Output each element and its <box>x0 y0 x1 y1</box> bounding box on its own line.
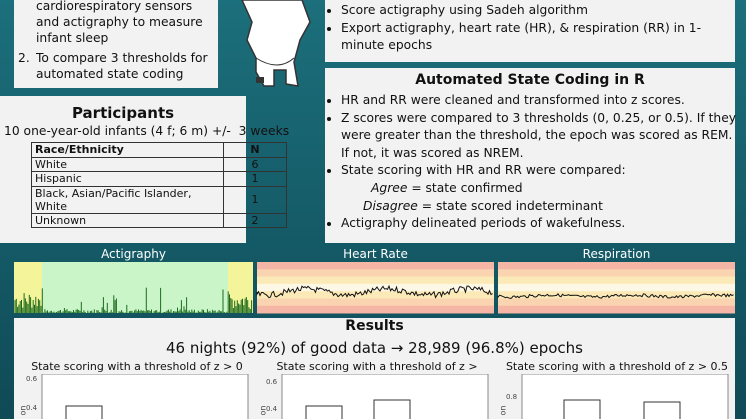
y-axis-label: on <box>498 405 508 416</box>
band <box>257 276 494 285</box>
line: automated state coding <box>36 67 184 81</box>
strip-label: Heart Rate <box>343 247 408 261</box>
infant-figure <box>241 0 311 87</box>
band <box>257 262 494 270</box>
box <box>643 401 681 419</box>
header-cell: N <box>222 142 288 158</box>
cell: Black, Asian/Pacific Islander, White <box>31 185 224 214</box>
cell: 2 <box>222 212 288 228</box>
term: Agree <box>371 180 408 195</box>
y-axis-label: on <box>258 405 268 416</box>
row: Black, Asian/Pacific Islander, White 1 <box>31 185 288 214</box>
bullet: Actigraphy delineated periods of wakeful… <box>341 215 737 233</box>
objective-1: cardiorespiratory sensors and actigraphy… <box>36 0 203 46</box>
box <box>65 405 103 419</box>
y-tick-label: 0.6 <box>266 378 278 386</box>
y-tick-label: 0.8 <box>506 393 518 401</box>
line: To compare 3 thresholds for <box>36 51 208 65</box>
strip-label: Respiration <box>582 247 651 261</box>
participants-table: Race/Ethnicity N White 6 Hispanic 1 Black, Asi… <box>31 142 288 228</box>
band <box>257 298 494 307</box>
cell: White <box>31 156 224 172</box>
cell: 1 <box>222 171 288 187</box>
line: and actigraphy to measure <box>36 15 203 29</box>
bullet: State scoring with HR and RR were compar… <box>341 162 737 180</box>
box <box>563 399 601 419</box>
chart-panel <box>521 374 729 419</box>
bullet: Score actigraphy using Sadeh algorithm <box>341 2 731 20</box>
chart-panel <box>281 374 489 419</box>
signal-strips <box>14 262 735 314</box>
row: White 6 <box>31 156 288 172</box>
acti-sleep <box>42 262 228 313</box>
definition: = state scored indeterminant <box>417 198 603 213</box>
header-row: Race/Ethnicity N <box>31 142 288 158</box>
trace <box>256 284 493 299</box>
objectives-box: cardiorespiratory sensors and actigraphy… <box>14 0 218 88</box>
band <box>498 298 735 307</box>
summary: 46 nights (92%) of good data → 28,989 (9… <box>166 339 583 357</box>
chart-title: State scoring with a threshold of z > 0 <box>31 360 243 373</box>
band <box>257 305 494 314</box>
header-cell: Race/Ethnicity <box>31 142 224 158</box>
band <box>498 276 735 285</box>
section-title: Automated State Coding in R <box>415 72 645 88</box>
bullet: Z scores were compared to 3 thresholds (… <box>341 110 737 163</box>
section-title: Results <box>345 318 404 334</box>
band <box>257 269 494 278</box>
box <box>373 399 411 419</box>
acti-trace <box>14 287 253 313</box>
cell: 6 <box>222 156 288 172</box>
cell: 1 <box>222 185 288 214</box>
band <box>257 291 494 299</box>
state-coding-box: Automated State Coding in R HR and RR we… <box>325 68 737 243</box>
plot-area <box>281 374 489 419</box>
band <box>498 269 735 278</box>
results-box: Results 46 nights (92%) of good data → 2… <box>14 318 735 419</box>
trace <box>497 292 734 299</box>
y-tick-label: 0.6 <box>26 375 38 383</box>
participants-box: Participants 10 one-year-old infants (4 … <box>0 96 289 243</box>
sub-item: Disagree = state scored indeterminant <box>341 198 737 216</box>
row: Hispanic 1 <box>31 171 288 187</box>
chart-title: State scoring with a threshold of z > 0.… <box>505 360 729 373</box>
y-tick-label: 0.4 <box>266 405 278 413</box>
plot-area <box>41 374 249 419</box>
band <box>498 283 735 292</box>
plot-area <box>521 374 729 419</box>
cell: Hispanic <box>31 171 224 187</box>
y-axis-label: on <box>18 405 28 416</box>
chart-panel <box>41 374 249 419</box>
box <box>305 405 343 419</box>
sub-item: Agree = state confirmed <box>341 180 737 198</box>
band <box>498 262 735 270</box>
line: cardiorespiratory sensors <box>36 0 193 13</box>
methods-box: Score actigraphy using Sadeh algorithm E… <box>325 0 735 62</box>
section-title: Participants <box>71 104 175 122</box>
band <box>498 305 735 314</box>
row: Unknown 2 <box>31 212 288 228</box>
line: infant sleep <box>36 31 109 45</box>
strip-label: Actigraphy <box>101 247 166 261</box>
definition: = state confirmed <box>407 180 523 195</box>
band <box>257 283 494 292</box>
term: Disagree <box>363 198 418 213</box>
item-number: 2. <box>18 51 30 65</box>
summary: 10 one-year-old infants (4 f; 6 m) +/- 3… <box>4 124 290 138</box>
objective-2: To compare 3 thresholds for automated st… <box>36 50 208 82</box>
bullet: HR and RR were cleaned and transformed i… <box>341 92 737 110</box>
y-tick-label: 0.4 <box>26 404 38 412</box>
bullet: Export actigraphy, heart rate (HR), & re… <box>341 20 731 55</box>
cell: Unknown <box>31 212 224 228</box>
